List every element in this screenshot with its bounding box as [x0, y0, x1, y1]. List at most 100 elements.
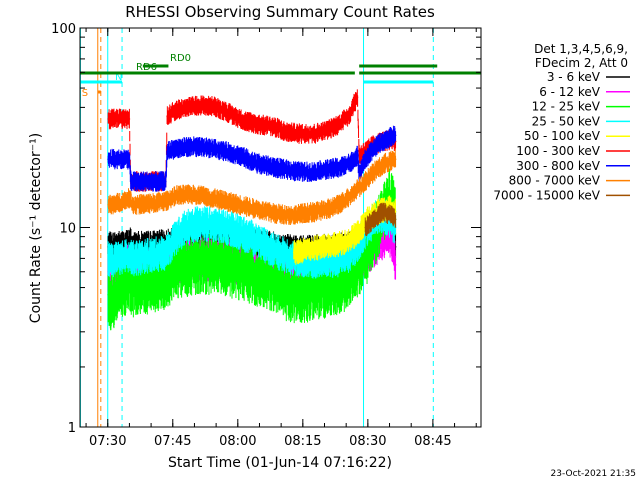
data-point [353, 102, 356, 104]
data-point [238, 203, 241, 206]
data-point [238, 231, 241, 233]
data-point [128, 118, 131, 120]
legend-header-2: FDecim 2, Att 0 [535, 56, 628, 70]
series-100-300-keV-kev [107, 89, 397, 192]
data-point [373, 147, 375, 149]
legend-item: 300 - 800 keV [516, 159, 630, 173]
data-point [312, 290, 315, 292]
plot-content: S N RD0 RD6 [79, 28, 481, 427]
data-point [349, 113, 351, 115]
data-point [109, 260, 112, 262]
data-point [364, 226, 367, 229]
data-point [208, 147, 210, 149]
data-point [286, 290, 289, 292]
x-tick-label: 08:45 [414, 434, 451, 449]
data-point [273, 125, 276, 128]
data-point [184, 226, 187, 229]
data-point [349, 162, 351, 165]
y-tick-label: 100 [51, 22, 76, 37]
plot-frame [79, 27, 482, 428]
data-point [394, 210, 397, 213]
data-point [312, 171, 315, 173]
legend-label: 12 - 25 keV [532, 100, 601, 114]
status-bar-rd0: RD0 [80, 53, 481, 75]
data-point [107, 203, 109, 206]
data-point [128, 281, 130, 284]
data-point [258, 275, 260, 278]
x-tick-label: 07:30 [89, 434, 126, 449]
legend-item: 12 - 25 keV [532, 100, 630, 114]
data-point [128, 158, 131, 160]
status-label-n: N [115, 72, 122, 83]
status-label-rd6: RD6 [136, 62, 157, 73]
data-point [256, 162, 258, 165]
data-point [394, 218, 397, 221]
series-path [107, 149, 397, 226]
data-point [364, 180, 367, 183]
legend-label: 7000 - 15000 keV [493, 188, 600, 202]
data-point [191, 145, 193, 148]
x-tick-label: 08:15 [284, 434, 321, 449]
data-point [342, 200, 345, 203]
x-axis-label: Start Time (01-Jun-14 07:16:22) [168, 455, 392, 471]
data-point [165, 200, 167, 203]
status-bar-s: S [82, 88, 101, 99]
series-300-800-keV-kev [107, 125, 397, 192]
x-tick-label: 08:30 [349, 434, 386, 449]
data-point [166, 115, 168, 118]
data-point [128, 253, 130, 256]
data-point [286, 168, 289, 171]
chart-title: RHESSI Observing Summary Count Rates [125, 3, 435, 21]
data-point [221, 224, 223, 227]
data-point [132, 257, 135, 260]
legend-label: 300 - 800 keV [516, 159, 600, 173]
data-point [344, 280, 347, 282]
legend-item: 25 - 50 keV [532, 114, 630, 128]
footer-timestamp: 23-Oct-2021 21:35 [551, 469, 636, 479]
data-point [299, 132, 302, 135]
data-point [175, 108, 178, 111]
data-point [132, 203, 135, 206]
data-point [225, 200, 228, 203]
data-point [392, 246, 394, 248]
data-point [256, 123, 258, 125]
legend-label: 50 - 100 keV [524, 129, 601, 143]
data-point [373, 171, 375, 173]
data-point [356, 96, 359, 98]
data-point [212, 197, 215, 200]
data-point [273, 166, 276, 169]
data-point [191, 264, 193, 266]
data-point [236, 268, 239, 270]
legend-label: 6 - 12 keV [539, 85, 601, 99]
data-point [373, 218, 375, 221]
data-point [338, 166, 341, 169]
data-point [303, 212, 306, 214]
data-point [277, 213, 280, 215]
data-point [338, 123, 341, 125]
data-point [107, 158, 109, 160]
data-point [147, 255, 150, 257]
legend-item: 7000 - 15000 keV [493, 188, 630, 202]
y-tick-label: 10 [59, 222, 76, 237]
data-point [251, 207, 254, 209]
data-point [312, 132, 315, 135]
data-point [175, 268, 178, 270]
data-point [353, 191, 356, 194]
data-point [356, 154, 359, 157]
legend-label: 3 - 6 keV [547, 70, 601, 84]
legend: Det 1,3,4,5,6,9, FDecim 2, Att 0 3 - 6 k… [493, 42, 630, 202]
data-point [390, 135, 393, 138]
data-point [325, 130, 328, 132]
data-point [286, 131, 289, 134]
status-bar-rd6: RD6 [136, 62, 438, 73]
y-axis: 1 10 100 [51, 22, 481, 436]
y-tick-label: 1 [68, 421, 76, 436]
series-7000-15000-keV-kev [364, 202, 397, 237]
data-point [238, 118, 241, 120]
data-point [166, 150, 168, 153]
legend-item: 3 - 6 keV [547, 70, 630, 84]
data-point [186, 106, 189, 109]
data-point [355, 268, 358, 270]
